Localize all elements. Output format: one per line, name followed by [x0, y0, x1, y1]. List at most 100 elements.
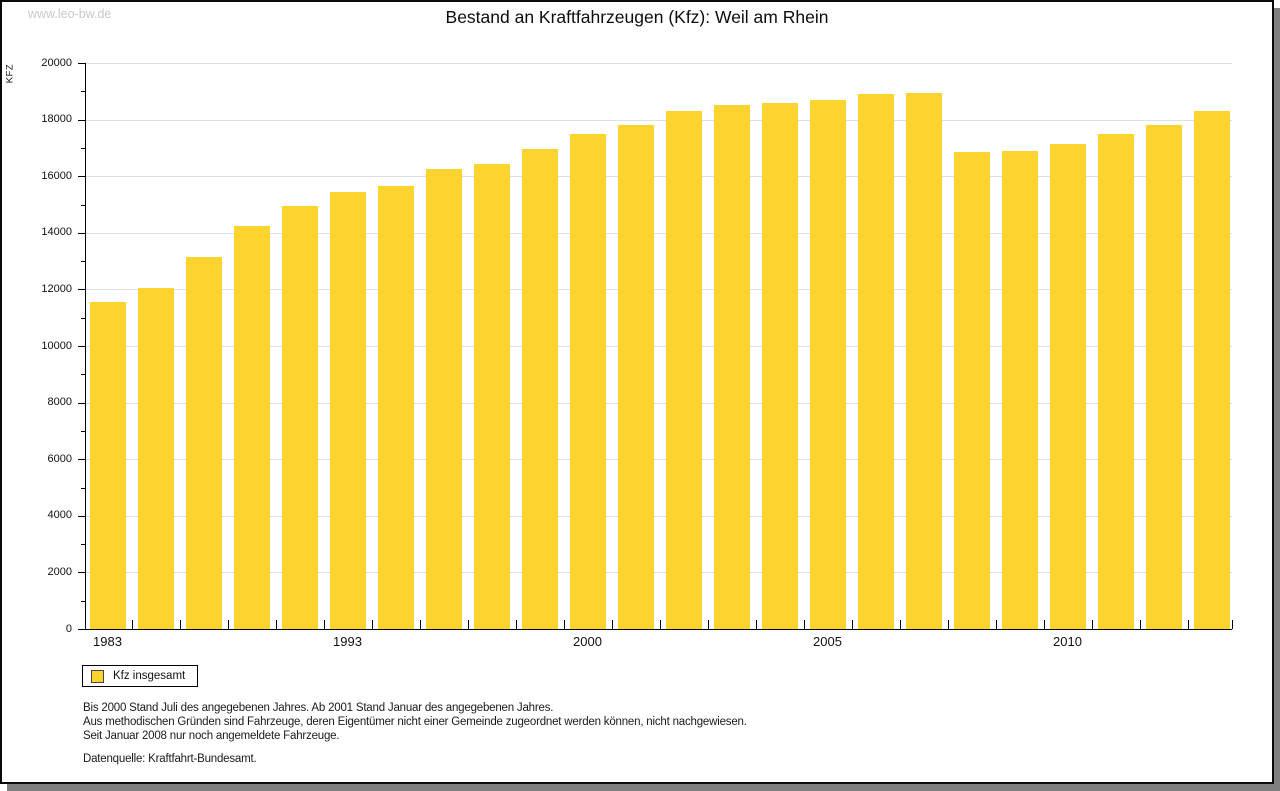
y-tick — [81, 544, 85, 546]
bar — [185, 256, 222, 629]
x-axis-line — [85, 629, 1232, 630]
x-tick — [947, 620, 949, 629]
bar — [761, 102, 798, 629]
x-tick — [1139, 620, 1141, 629]
y-tick — [78, 346, 85, 347]
x-tick — [227, 620, 229, 629]
y-tick — [81, 204, 85, 206]
y-tick-label: 8000 — [47, 396, 72, 409]
bar — [1001, 150, 1038, 629]
bar — [617, 125, 654, 629]
bar — [1049, 143, 1086, 629]
y-tick — [78, 515, 85, 517]
bar — [89, 302, 126, 629]
bar — [473, 163, 510, 629]
legend-swatch-icon — [91, 669, 104, 683]
x-tick — [659, 620, 661, 629]
x-tick-label: 1993 — [333, 634, 362, 649]
x-tick — [755, 620, 757, 629]
x-tick-label: 2010 — [1053, 634, 1082, 649]
x-tick — [1231, 620, 1233, 629]
bar — [953, 152, 990, 629]
footnote-line: Bis 2000 Stand Juli des angegebenen Jahr… — [83, 702, 554, 714]
legend-label: Kfz insgesamt — [113, 670, 186, 682]
x-tick — [707, 620, 709, 629]
y-tick — [81, 430, 85, 432]
x-tick — [419, 620, 421, 629]
y-axis-title: KFZ — [4, 63, 16, 84]
y-tick — [78, 176, 85, 178]
bar — [377, 186, 414, 629]
bar — [425, 169, 462, 629]
x-tick — [611, 620, 613, 629]
bar — [137, 288, 174, 629]
bar — [809, 99, 846, 629]
y-tick-label: 2000 — [47, 565, 72, 578]
bar — [569, 133, 606, 629]
y-tick-label: 20000 — [41, 56, 72, 69]
watermark: www.leo-bw.de — [28, 7, 112, 21]
y-tick — [78, 402, 85, 404]
x-tick-label: 2000 — [573, 634, 602, 649]
footnotes: Bis 2000 Stand Juli des angegebenen Jahr… — [83, 701, 747, 743]
gridline — [86, 232, 1232, 234]
y-tick — [81, 600, 85, 602]
y-tick — [81, 374, 85, 376]
x-tick — [1187, 620, 1189, 629]
y-tick — [81, 91, 85, 93]
data-source: Datenquelle: Kraftfahrt-Bundesamt. — [83, 753, 257, 765]
x-tick — [275, 620, 277, 629]
gridline — [86, 63, 1232, 64]
y-tick — [81, 317, 85, 319]
x-tick — [995, 620, 997, 629]
y-tick — [78, 572, 85, 574]
bar — [713, 105, 750, 629]
gridline — [86, 572, 1232, 574]
gridline — [86, 119, 1232, 121]
legend: Kfz insgesamt — [82, 665, 199, 687]
gridline — [86, 176, 1232, 178]
x-tick-label: 1983 — [93, 634, 122, 649]
y-tick-label: 10000 — [41, 339, 72, 352]
gridline — [86, 346, 1232, 347]
bar — [857, 94, 894, 629]
bar — [1097, 133, 1134, 629]
y-tick — [78, 629, 85, 630]
footnote-line: Seit Januar 2008 nur noch angemeldete Fa… — [83, 730, 340, 742]
y-tick-label: 4000 — [47, 509, 72, 522]
bar — [905, 92, 942, 629]
y-tick-label: 16000 — [41, 169, 72, 182]
bar — [329, 191, 366, 629]
x-tick — [851, 620, 853, 629]
footnote-line: Aus methodischen Gründen sind Fahrzeuge,… — [83, 716, 747, 728]
y-axis-line — [85, 63, 86, 630]
gridline — [86, 459, 1232, 461]
y-tick — [78, 232, 85, 234]
y-tick — [81, 487, 85, 489]
x-tick — [1043, 620, 1045, 629]
bar — [233, 225, 270, 629]
y-tick-label: 6000 — [47, 452, 72, 465]
bar — [665, 111, 702, 629]
y-tick — [78, 289, 85, 291]
y-tick — [78, 63, 85, 64]
x-tick — [323, 620, 325, 629]
x-tick — [179, 620, 181, 629]
x-tick — [899, 620, 901, 629]
x-tick — [371, 620, 373, 629]
gridline — [86, 515, 1232, 517]
y-tick — [81, 147, 85, 149]
x-tick — [803, 620, 805, 629]
x-tick — [563, 620, 565, 629]
x-tick — [131, 620, 133, 629]
bar — [281, 205, 318, 629]
y-tick — [78, 119, 85, 121]
x-tick — [515, 620, 517, 629]
y-tick-label: 12000 — [41, 282, 72, 295]
x-tick — [467, 620, 469, 629]
page-title: Bestand an Kraftfahrzeugen (Kfz): Weil a… — [445, 7, 829, 27]
x-tick-label: 2005 — [813, 634, 842, 649]
y-tick — [78, 459, 85, 461]
y-tick-label: 0 — [65, 622, 72, 635]
